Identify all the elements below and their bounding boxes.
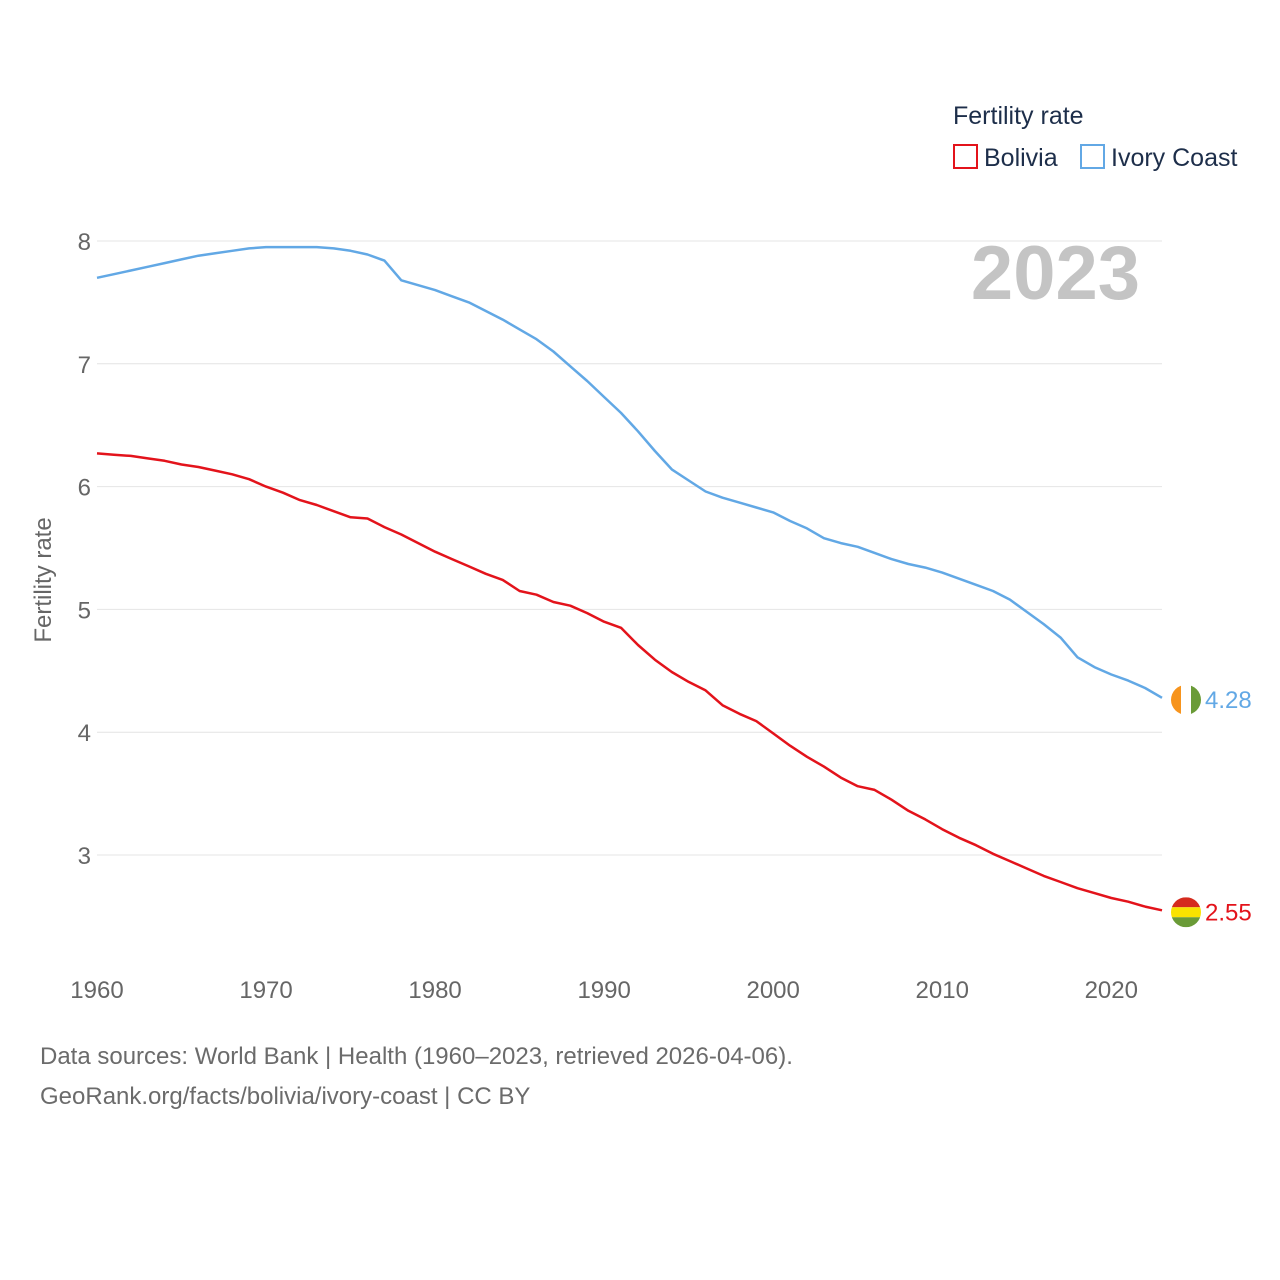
- y-tick-label: 8: [78, 229, 91, 256]
- series-line-bolivia[interactable]: [96, 452, 1163, 912]
- bolivia-flag-icon: [1171, 897, 1201, 928]
- legend-label-bolivia: Bolivia: [984, 144, 1058, 172]
- grid-lines: [97, 240, 1162, 856]
- y-tick-label: 6: [78, 475, 91, 502]
- legend-label-ivory-coast: Ivory Coast: [1111, 144, 1237, 172]
- end-value-label-bolivia: 2.55: [1205, 899, 1252, 926]
- y-tick-label: 7: [78, 352, 91, 379]
- fertility-rate-chart: 3 4 5 6 7 8 1960 1970 1980 1990 2000 2010 2020 Fert…: [30, 102, 1252, 1004]
- x-axis-ticks: 1960 1970 1980 1990 2000 2010 2020: [70, 977, 1138, 1004]
- year-watermark: 2023: [971, 231, 1140, 316]
- end-value-label-ivory-coast: 4.28: [1205, 687, 1252, 714]
- y-tick-label: 4: [78, 720, 91, 747]
- series-lines: [96, 245, 1163, 912]
- ivory-coast-flag-icon: [1171, 684, 1201, 715]
- legend-item-ivory-coast[interactable]: Ivory Coast: [1080, 144, 1237, 172]
- x-tick-label: 1990: [577, 977, 630, 1004]
- x-tick-label: 2000: [746, 977, 799, 1004]
- y-axis-label: Fertility rate: [30, 517, 57, 642]
- x-tick-label: 1960: [70, 977, 123, 1004]
- footer-sources: Data sources: World Bank | Health (1960–…: [40, 1043, 793, 1070]
- x-tick-label: 2010: [916, 977, 969, 1004]
- y-tick-label: 5: [78, 597, 91, 624]
- legend-item-bolivia[interactable]: Bolivia: [953, 144, 1058, 172]
- footer-attribution[interactable]: GeoRank.org/facts/bolivia/ivory-coast | …: [40, 1083, 531, 1110]
- y-tick-label: 3: [78, 843, 91, 870]
- x-tick-label: 2020: [1085, 977, 1138, 1004]
- y-axis-ticks: 3 4 5 6 7 8: [78, 229, 91, 870]
- x-tick-label: 1980: [408, 977, 461, 1004]
- end-markers: 2.55 4.28: [1171, 684, 1252, 928]
- series-line-ivory-coast[interactable]: [96, 245, 1163, 699]
- legend-swatch-ivory-coast: [1080, 144, 1105, 169]
- x-tick-label: 1970: [239, 977, 292, 1004]
- legend: Fertility rate Bolivia Ivory Coast: [953, 102, 1237, 172]
- legend-title: Fertility rate: [953, 102, 1084, 130]
- legend-swatch-bolivia: [953, 144, 978, 169]
